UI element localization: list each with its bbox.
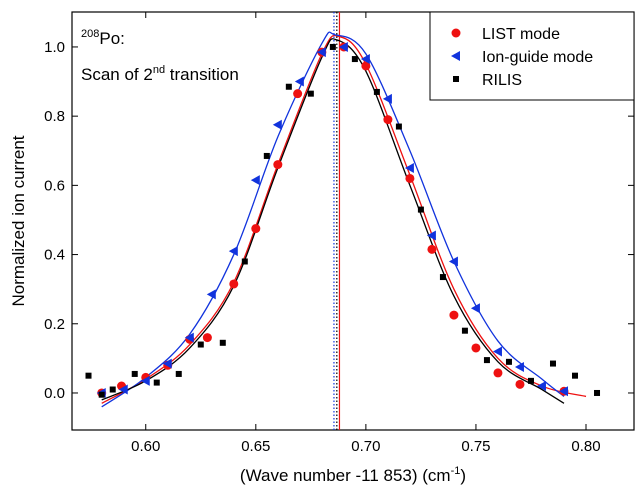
x-tick-label: 0.65	[241, 438, 270, 455]
point	[175, 370, 182, 377]
point	[493, 368, 503, 378]
point	[263, 152, 270, 159]
point	[515, 379, 525, 389]
y-tick-label: 0.2	[44, 316, 65, 333]
x-label-text: (Wave number -11 853) (cm	[240, 466, 451, 485]
y-axis-label: Normalized ion current	[9, 135, 28, 306]
x-label-end: )	[460, 466, 466, 485]
point	[131, 370, 138, 377]
point	[241, 258, 248, 265]
point	[417, 206, 424, 213]
point	[219, 339, 226, 346]
point	[316, 47, 326, 58]
legend-label: RILIS	[482, 72, 522, 89]
point	[184, 332, 194, 343]
annotation-line2-text: Scan of 2	[81, 65, 153, 84]
point	[293, 89, 303, 99]
point	[572, 372, 579, 379]
legend-marker	[451, 28, 461, 38]
annotation-line2: Scan of 2nd transition	[81, 64, 239, 84]
point	[329, 43, 336, 50]
point	[382, 93, 392, 104]
point	[594, 389, 601, 396]
point	[153, 379, 160, 386]
point	[471, 343, 481, 353]
plot-frame	[71, 11, 635, 431]
point	[229, 279, 239, 289]
point	[549, 360, 556, 367]
point	[527, 377, 534, 384]
legend-marker	[453, 76, 459, 82]
point	[85, 372, 92, 379]
point	[483, 357, 490, 364]
point	[426, 230, 436, 241]
point	[439, 274, 446, 281]
point	[228, 246, 238, 257]
x-tick-label: 0.60	[131, 438, 160, 455]
legend-label: LIST mode	[482, 26, 560, 43]
x-label-sup: -1	[451, 465, 461, 477]
point	[251, 224, 261, 234]
point	[250, 175, 260, 186]
plot-area	[85, 12, 601, 430]
point	[307, 90, 314, 97]
y-tick-label: 0.4	[44, 247, 65, 264]
annotation-mass: 208	[81, 28, 99, 40]
point	[206, 289, 216, 300]
point	[558, 386, 568, 397]
annotation-element: Po:	[99, 29, 125, 48]
legend-marker	[451, 51, 460, 61]
point	[395, 123, 402, 130]
point	[383, 115, 393, 125]
point	[273, 160, 283, 170]
annotation-line1: 208Po:	[81, 28, 125, 48]
point	[373, 88, 380, 95]
point	[448, 256, 458, 267]
x-tick-label: 0.80	[571, 438, 600, 455]
x-tick-label: 0.70	[351, 438, 380, 455]
point	[140, 375, 150, 386]
point	[470, 303, 480, 314]
point	[505, 358, 512, 365]
point	[536, 381, 546, 392]
point	[351, 56, 358, 63]
y-tick-label: 0.8	[44, 108, 65, 125]
point	[449, 310, 459, 320]
y-tick-label: 1.0	[44, 39, 65, 56]
annotation-sup: nd	[153, 64, 165, 76]
fit-curve	[101, 34, 587, 404]
fit-curve	[101, 38, 565, 404]
point	[272, 119, 282, 130]
point	[118, 384, 128, 395]
x-tick-label: 0.75	[461, 438, 490, 455]
point	[361, 61, 371, 71]
point	[202, 333, 212, 343]
point	[405, 173, 415, 183]
annotation-line2-end: transition	[165, 65, 239, 84]
legend-box	[429, 11, 635, 101]
point	[294, 76, 304, 87]
point	[514, 362, 524, 373]
y-tick-label: 0.6	[44, 177, 65, 194]
point	[427, 244, 437, 254]
point	[98, 391, 105, 398]
point	[492, 346, 502, 357]
point	[338, 41, 348, 52]
point	[197, 341, 204, 348]
point	[461, 327, 468, 334]
point	[360, 54, 370, 65]
y-tick-label: 0.0	[44, 385, 65, 402]
legend-label: Ion-guide mode	[482, 49, 593, 66]
point	[109, 386, 116, 393]
point	[285, 83, 292, 90]
fit-curve	[101, 31, 565, 408]
x-axis-label: (Wave number -11 853) (cm-1)	[240, 465, 466, 485]
point	[162, 358, 172, 369]
point	[404, 163, 414, 174]
